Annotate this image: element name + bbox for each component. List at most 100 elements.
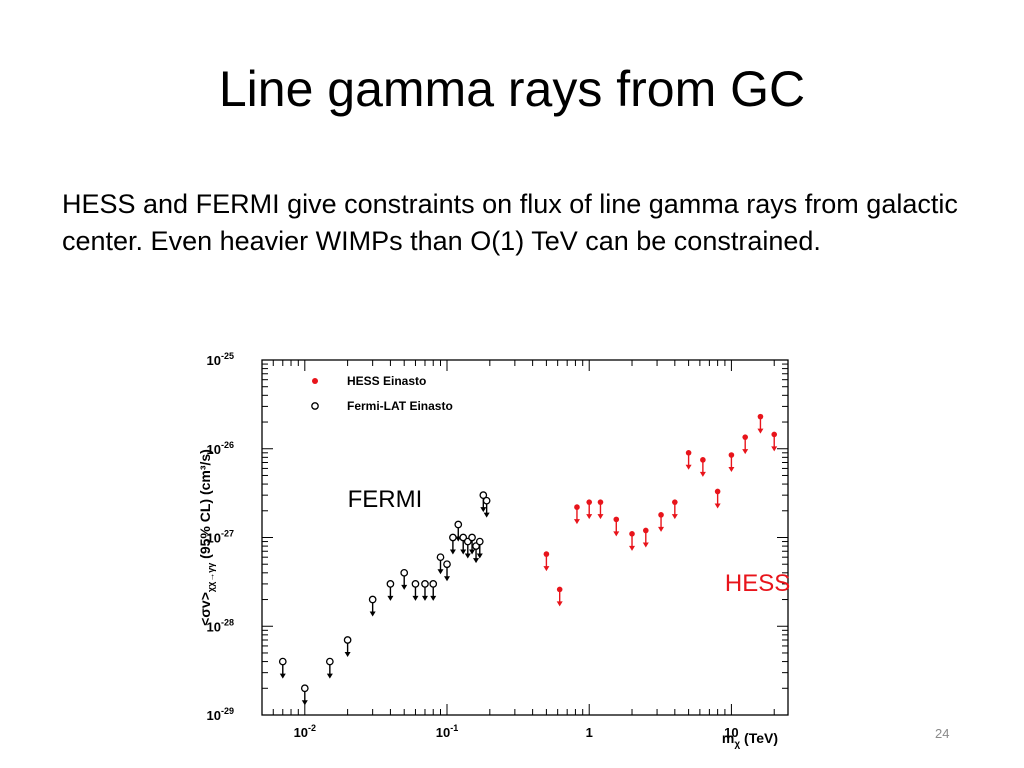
fermi-point <box>300 684 309 706</box>
fermi-marker <box>479 491 488 500</box>
annotation-hess: HESS <box>725 570 790 597</box>
upper-limit-arrow-head <box>597 514 604 520</box>
hess-marker <box>658 512 664 518</box>
fermi-point <box>343 636 352 657</box>
hess-marker <box>685 450 692 456</box>
upper-limit-arrow-head <box>629 545 636 551</box>
hess-point <box>543 551 550 572</box>
upper-limit-arrow-head <box>586 514 593 520</box>
hess-point <box>613 516 620 537</box>
fermi-point <box>421 580 429 601</box>
hess-point <box>597 499 604 520</box>
legend-marker-fermi <box>311 402 319 410</box>
upper-limit-arrow-head <box>728 467 735 473</box>
fermi-point <box>459 533 468 555</box>
hess-marker <box>586 499 593 505</box>
fermi-point <box>482 496 491 518</box>
slide-body-text: HESS and FERMI give constraints on flux … <box>62 189 958 256</box>
y-tick-label: 10-26 <box>207 440 234 457</box>
upper-limit-arrow-head <box>387 595 394 601</box>
upper-limit-arrow-head <box>642 542 649 548</box>
plot-frame <box>261 359 789 716</box>
fermi-marker <box>278 657 287 666</box>
fermi-marker <box>300 684 309 693</box>
fermi-marker <box>400 568 409 577</box>
fermi-point <box>325 657 334 679</box>
upper-limit-arrow-head <box>476 553 483 559</box>
fermi-point <box>386 580 395 601</box>
fermi-point <box>475 537 484 559</box>
x-tick-label: 10-2 <box>294 723 316 740</box>
upper-limit-arrow-head <box>757 428 764 434</box>
hess-point <box>586 499 593 520</box>
x-axis-label: mχ (TeV) <box>722 730 778 750</box>
upper-limit-arrow-head <box>326 673 333 679</box>
fermi-marker <box>325 657 334 666</box>
y-axis-label: <σv>χχ→γγ (95% CL) (cm³/s) <box>197 449 216 626</box>
upper-limit-arrow-head <box>543 566 550 572</box>
hess-marker <box>556 586 563 593</box>
upper-limit-arrow-head <box>573 519 580 525</box>
fermi-marker <box>482 496 491 505</box>
fermi-point <box>472 542 480 564</box>
upper-limit-arrow-head <box>473 558 480 564</box>
upper-limit-arrow-head <box>437 569 444 575</box>
hess-marker <box>629 531 635 537</box>
annotation-fermi: FERMI <box>348 486 423 513</box>
hess-point <box>642 527 649 548</box>
fermi-point <box>400 568 409 590</box>
hess-point <box>728 452 735 473</box>
fermi-point <box>479 491 488 513</box>
upper-limit-arrow-head <box>449 549 456 555</box>
upper-limit-arrow-head <box>344 651 351 657</box>
fermi-point <box>278 657 287 679</box>
hess-marker <box>613 516 620 523</box>
hess-marker <box>597 499 604 505</box>
hess-point <box>714 488 721 509</box>
fermi-point <box>468 533 476 555</box>
upper-limit-arrow-head <box>742 449 749 455</box>
upper-limit-arrow-head <box>556 601 563 607</box>
y-tick-label: 10-27 <box>207 529 234 546</box>
hess-marker <box>700 457 706 463</box>
fermi-point <box>429 580 438 601</box>
fermi-point <box>368 595 377 617</box>
legend-marker-hess <box>312 378 318 384</box>
upper-limit-arrow-head <box>658 526 665 532</box>
fermi-marker <box>421 580 429 588</box>
hess-point <box>671 499 678 520</box>
hess-marker <box>742 434 748 440</box>
hess-point <box>573 504 580 525</box>
upper-limit-arrow-head <box>444 576 451 582</box>
fermi-marker <box>386 580 395 588</box>
fermi-marker <box>411 580 420 588</box>
hess-point <box>629 531 636 551</box>
fermi-marker <box>429 580 438 588</box>
hess-point <box>685 450 692 470</box>
fermi-marker <box>468 533 476 542</box>
page-number: 24 <box>935 726 950 741</box>
upper-limit-arrow-head <box>401 584 408 590</box>
hess-marker <box>672 499 678 505</box>
upper-limit-arrow-head <box>301 700 308 706</box>
upper-limit-arrow-head <box>412 595 419 601</box>
upper-limit-arrow-head <box>671 514 678 520</box>
upper-limit-arrow-head <box>460 549 467 555</box>
fermi-marker <box>449 533 457 542</box>
upper-limit-arrow-head <box>771 446 778 452</box>
hess-marker <box>714 488 721 495</box>
fermi-marker <box>443 560 451 569</box>
upper-limit-arrow-head <box>483 512 490 518</box>
fermi-point <box>449 533 457 555</box>
fermi-marker <box>475 537 484 546</box>
line-gamma-limits-chart: 10-2 10-1 1 10 10-25 10-26 10-27 10-28 10-29 mχ (… <box>197 351 790 750</box>
slide-title: Line gamma rays from GC <box>218 61 806 117</box>
hess-marker <box>771 431 778 438</box>
hess-marker <box>642 527 649 534</box>
fermi-marker <box>459 533 468 542</box>
upper-limit-arrow-head <box>469 549 476 555</box>
hess-point <box>771 431 778 452</box>
upper-limit-arrow-head <box>714 503 721 509</box>
x-tick-label: 10-1 <box>436 723 458 740</box>
hess-point <box>699 457 706 477</box>
